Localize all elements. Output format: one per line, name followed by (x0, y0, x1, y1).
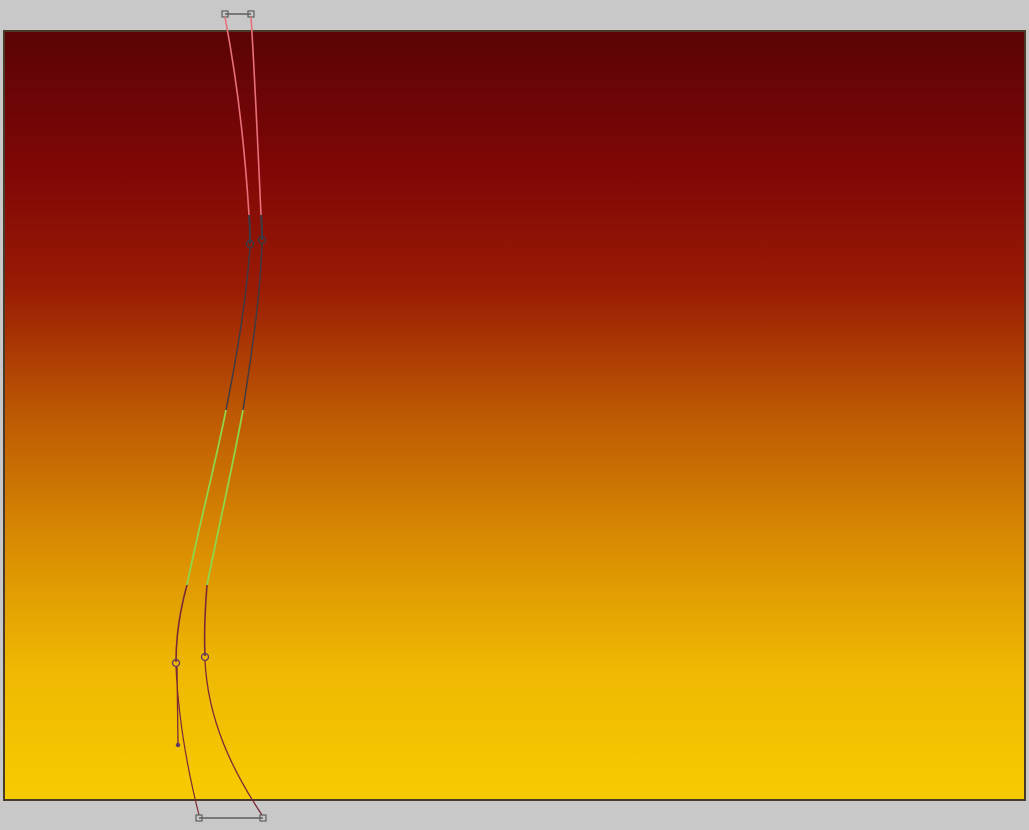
gradient-layer (5, 32, 1024, 799)
left-upper-path-segment[interactable] (224, 16, 250, 216)
right-middle-path-segment[interactable] (206, 409, 244, 586)
left-lower-anchor-icon[interactable] (171, 658, 181, 668)
left-middle-path-segment[interactable] (186, 409, 227, 586)
right-bottom-path-segment[interactable] (204, 660, 263, 816)
left-mid-dark-path-segment[interactable] (225, 247, 251, 411)
left-upper-anchor-icon[interactable] (245, 239, 255, 249)
left-bottom-path-segment[interactable] (175, 666, 200, 816)
right-upper-anchor-icon[interactable] (257, 235, 267, 245)
right-lower-path-segment[interactable] (203, 584, 208, 657)
document-canvas[interactable] (3, 30, 1026, 801)
bottom-left-handle[interactable] (195, 814, 203, 822)
right-upper-path-segment[interactable] (250, 16, 262, 216)
top-handle-box-icon[interactable] (221, 10, 255, 18)
right-lower-anchor-icon[interactable] (200, 652, 210, 662)
right-mid-dark-path-segment[interactable] (242, 243, 263, 411)
bottom-right-handle[interactable] (259, 814, 267, 822)
right-junction-path-segment[interactable] (260, 214, 263, 241)
left-junction-path-segment[interactable] (248, 214, 251, 245)
left-lower-path-segment[interactable] (175, 584, 188, 663)
direction-point-icon[interactable] (175, 742, 181, 748)
bottom-handle-box-icon[interactable] (195, 814, 267, 822)
